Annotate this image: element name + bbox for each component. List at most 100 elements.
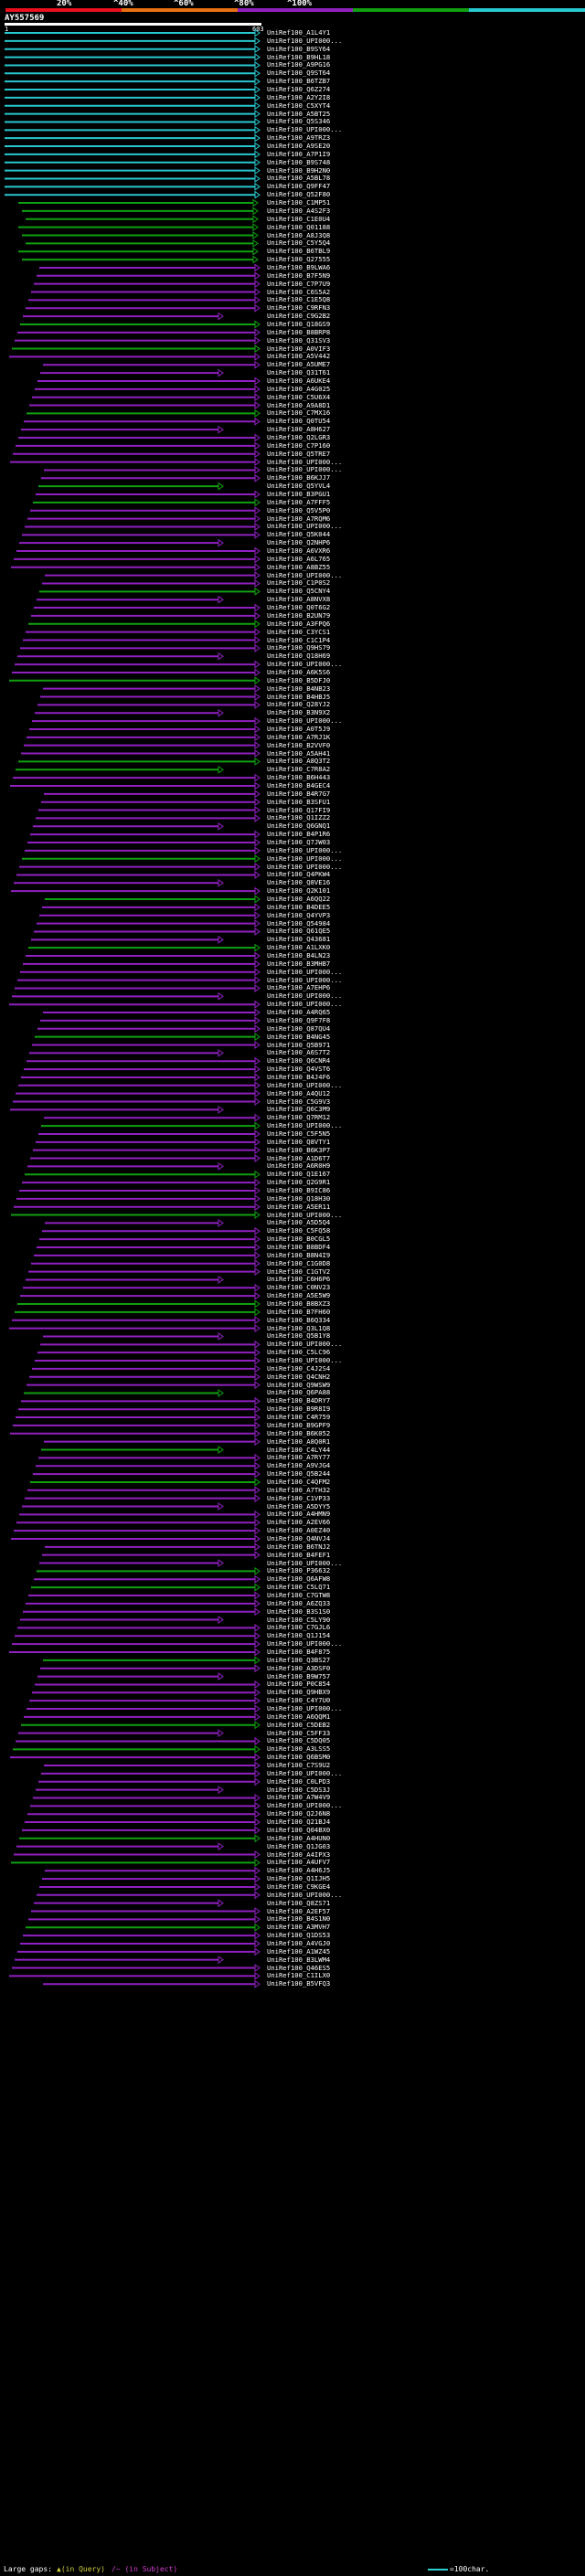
hit-label[interactable]: UniRef100_A8Q0R1 bbox=[267, 1436, 331, 1446]
hit-label[interactable]: UniRef100_B3PGU1 bbox=[267, 490, 331, 499]
hit-label[interactable]: UniRef100_Q8VE16 bbox=[267, 878, 331, 887]
hit-label[interactable]: UniRef100_C1G0D8 bbox=[267, 1258, 331, 1267]
hit-label[interactable]: UniRef100_Q7RM12 bbox=[267, 1113, 331, 1122]
hit-label[interactable]: UniRef100_A5AH41 bbox=[267, 748, 331, 758]
hit-label[interactable]: UniRef100_C5FF33 bbox=[267, 1728, 331, 1737]
hit-label[interactable]: UniRef100_Q5K044 bbox=[267, 530, 331, 539]
hit-label[interactable]: UniRef100_C5DQ05 bbox=[267, 1736, 331, 1745]
hit-label[interactable]: UniRef100_C5DEB2 bbox=[267, 1720, 331, 1729]
hit-label[interactable]: UniRef100_B2VVF0 bbox=[267, 740, 331, 749]
hit-label[interactable]: UniRef100_B4FEF1 bbox=[267, 1550, 331, 1559]
hit-label[interactable]: UniRef100_B9LWA6 bbox=[267, 262, 331, 271]
hit-label[interactable]: UniRef100_UPI000... bbox=[267, 1768, 343, 1777]
hit-label[interactable]: UniRef100_A4RQ65 bbox=[267, 1008, 331, 1017]
hit-label[interactable]: UniRef100_C5XYT4 bbox=[267, 101, 331, 110]
hit-label[interactable]: UniRef100_A7RY77 bbox=[267, 1453, 331, 1462]
hit-label[interactable]: UniRef100_B4NB23 bbox=[267, 684, 331, 693]
hit-label[interactable]: UniRef100_Q4NVJ4 bbox=[267, 1533, 331, 1542]
hit-label[interactable]: UniRef100_B3LWM4 bbox=[267, 1955, 331, 1964]
hit-label[interactable]: UniRef100_C7P7U9 bbox=[267, 279, 331, 288]
hit-label[interactable]: UniRef100_B6K3P7 bbox=[267, 1145, 331, 1154]
hit-label[interactable]: UniRef100_A8NVX8 bbox=[267, 595, 331, 604]
hit-label[interactable]: UniRef100_C5G9V3 bbox=[267, 1097, 331, 1106]
hit-label[interactable]: UniRef100_UPI000... bbox=[267, 1210, 343, 1219]
hit-label[interactable]: UniRef100_B5DFJ0 bbox=[267, 675, 331, 684]
hit-label[interactable]: UniRef100_A9VJG4 bbox=[267, 1461, 331, 1470]
hit-label[interactable]: UniRef100_A3MVH7 bbox=[267, 1923, 331, 1932]
hit-label[interactable]: UniRef100_UPI000... bbox=[267, 465, 343, 474]
hit-label[interactable]: UniRef100_Q61QE5 bbox=[267, 927, 331, 936]
hit-label[interactable]: UniRef100_C1ILX0 bbox=[267, 1971, 331, 1980]
hit-label[interactable]: UniRef100_B9R8I9 bbox=[267, 1405, 331, 1414]
hit-label[interactable]: UniRef100_A8H627 bbox=[267, 425, 331, 434]
hit-label[interactable]: UniRef100_Q2LGR3 bbox=[267, 433, 331, 441]
hit-label[interactable]: UniRef100_B6TBL9 bbox=[267, 247, 331, 256]
hit-label[interactable]: UniRef100_Q2K101 bbox=[267, 886, 331, 896]
hit-label[interactable]: UniRef100_A9TRZ3 bbox=[267, 133, 331, 143]
hit-label[interactable]: UniRef100_B9GPF9 bbox=[267, 1420, 331, 1429]
hit-label[interactable]: UniRef100_C1E5Q8 bbox=[267, 295, 331, 304]
hit-label[interactable]: UniRef100_A8Q3T2 bbox=[267, 757, 331, 766]
hit-label[interactable]: UniRef100_C5F5N5 bbox=[267, 1129, 331, 1138]
hit-label[interactable]: UniRef100_UPI000... bbox=[267, 457, 343, 466]
hit-label[interactable]: UniRef100_B9HL18 bbox=[267, 52, 331, 61]
hit-label[interactable]: UniRef100_A0VIF3 bbox=[267, 344, 331, 353]
hit-label[interactable]: UniRef100_UPI000... bbox=[267, 991, 343, 1001]
hit-label[interactable]: UniRef100_B4NG45 bbox=[267, 1032, 331, 1041]
hit-label[interactable]: UniRef100_C4QFM2 bbox=[267, 1477, 331, 1486]
hit-label[interactable]: UniRef100_B4J4F6 bbox=[267, 1072, 331, 1081]
hit-label[interactable]: UniRef100_C3YCS1 bbox=[267, 627, 331, 636]
hit-label[interactable]: UniRef100_A2EF57 bbox=[267, 1906, 331, 1915]
hit-label[interactable]: UniRef100_Q4YVP3 bbox=[267, 910, 331, 919]
hit-label[interactable]: UniRef100_B2UN79 bbox=[267, 610, 331, 620]
hit-label[interactable]: UniRef100_B6TNJ2 bbox=[267, 1542, 331, 1551]
hit-label[interactable]: UniRef100_B9W757 bbox=[267, 1671, 331, 1680]
hit-label[interactable]: UniRef100_C6S5A2 bbox=[267, 287, 331, 296]
hit-label[interactable]: UniRef100_Q2NHP6 bbox=[267, 538, 331, 547]
hit-label[interactable]: UniRef100_A4HMN9 bbox=[267, 1510, 331, 1519]
hit-label[interactable]: UniRef100_C1E0U4 bbox=[267, 214, 331, 223]
hit-label[interactable]: UniRef100_A7TH32 bbox=[267, 1485, 331, 1494]
hit-label[interactable]: UniRef100_UPI000... bbox=[267, 1340, 343, 1349]
hit-label[interactable]: UniRef100_Q5V5P0 bbox=[267, 505, 331, 514]
hit-label[interactable]: UniRef100_P36632 bbox=[267, 1566, 331, 1575]
hit-label[interactable]: UniRef100_UPI000... bbox=[267, 1639, 343, 1648]
hit-label[interactable]: UniRef100_A2Y2I8 bbox=[267, 92, 331, 101]
hit-label[interactable]: UniRef100_Q1DS53 bbox=[267, 1931, 331, 1940]
hit-label[interactable]: UniRef100_Q9HBX9 bbox=[267, 1688, 331, 1697]
hit-label[interactable]: UniRef100_Q28YJ2 bbox=[267, 700, 331, 709]
hit-label[interactable]: UniRef100_B6Q334 bbox=[267, 1315, 331, 1324]
hit-label[interactable]: UniRef100_A9PG16 bbox=[267, 60, 331, 69]
hit-label[interactable]: UniRef100_Q6PA88 bbox=[267, 1388, 331, 1397]
hit-label[interactable]: UniRef100_Q6Z274 bbox=[267, 85, 331, 94]
hit-label[interactable]: UniRef100_Q9WSW9 bbox=[267, 1380, 331, 1389]
hit-label[interactable]: UniRef100_B3MHB7 bbox=[267, 959, 331, 968]
hit-label[interactable]: UniRef100_A0T5J9 bbox=[267, 724, 331, 733]
hit-label[interactable]: UniRef100_A7FFF5 bbox=[267, 497, 331, 506]
hit-label[interactable]: UniRef100_UPI000... bbox=[267, 1890, 343, 1899]
hit-label[interactable]: UniRef100_A5BT25 bbox=[267, 109, 331, 118]
hit-label[interactable]: UniRef100_C1P0S2 bbox=[267, 578, 331, 588]
hit-label[interactable]: UniRef100_Q5TRE7 bbox=[267, 449, 331, 458]
hit-label[interactable]: UniRef100_Q9FF47 bbox=[267, 182, 331, 191]
hit-label[interactable]: UniRef100_UPI000... bbox=[267, 1000, 343, 1009]
hit-label[interactable]: UniRef100_B8BRP8 bbox=[267, 327, 331, 336]
hit-label[interactable]: UniRef100_A7P1I9 bbox=[267, 149, 331, 158]
hit-label[interactable]: UniRef100_B5VFQ3 bbox=[267, 1979, 331, 1988]
hit-label[interactable]: UniRef100_Q5YVL4 bbox=[267, 482, 331, 491]
hit-label[interactable]: UniRef100_Q18H30 bbox=[267, 1193, 331, 1203]
hit-label[interactable]: UniRef100_A5V442 bbox=[267, 352, 331, 361]
hit-label[interactable]: UniRef100_Q6CNR4 bbox=[267, 1056, 331, 1065]
hit-label[interactable]: UniRef100_Q27555 bbox=[267, 255, 331, 264]
hit-label[interactable]: UniRef100_Q9F7F8 bbox=[267, 1015, 331, 1024]
hit-label[interactable]: UniRef100_C0NV23 bbox=[267, 1283, 331, 1292]
hit-label[interactable]: UniRef100_Q4PKW4 bbox=[267, 870, 331, 879]
hit-label[interactable]: UniRef100_A5E5W9 bbox=[267, 1291, 331, 1300]
hit-label[interactable]: UniRef100_C4Y7U0 bbox=[267, 1696, 331, 1705]
hit-label[interactable]: UniRef100_UPI000... bbox=[267, 522, 343, 531]
hit-label[interactable]: UniRef100_Q5B1Y8 bbox=[267, 1331, 331, 1341]
hit-label[interactable]: UniRef100_Q18GS9 bbox=[267, 319, 331, 328]
hit-label[interactable]: UniRef100_C9RFN3 bbox=[267, 303, 331, 313]
hit-label[interactable]: UniRef100_Q43681 bbox=[267, 935, 331, 944]
hit-label[interactable]: UniRef100_A5BL78 bbox=[267, 174, 331, 183]
